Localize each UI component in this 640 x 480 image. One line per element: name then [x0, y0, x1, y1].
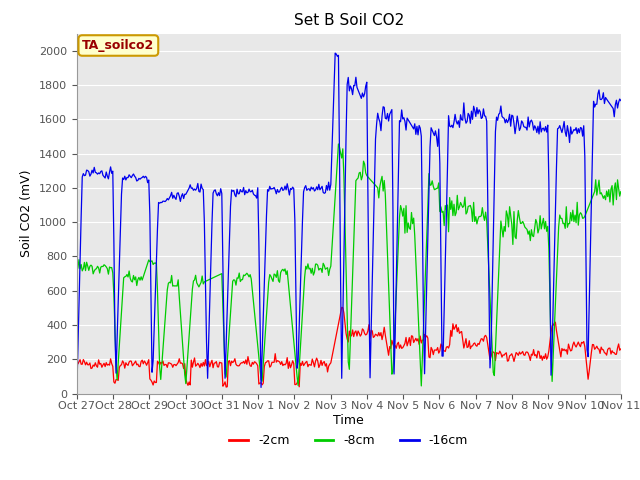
- -2cm: [399, 345, 406, 350]
- -16cm: [605, 99, 612, 105]
- -2cm: [521, 352, 529, 358]
- Line: -16cm: -16cm: [77, 53, 621, 394]
- -2cm: [338, 304, 346, 310]
- -8cm: [521, 224, 529, 230]
- -16cm: [332, 51, 340, 57]
- -8cm: [73, 267, 81, 273]
- -2cm: [617, 346, 625, 352]
- -2cm: [222, 384, 230, 390]
- -16cm: [617, 97, 625, 103]
- -2cm: [73, 360, 81, 365]
- Title: Set B Soil CO2: Set B Soil CO2: [294, 13, 404, 28]
- -16cm: [520, 124, 527, 130]
- X-axis label: Time: Time: [333, 414, 364, 427]
- -2cm: [336, 315, 344, 321]
- Text: TA_soilco2: TA_soilco2: [82, 39, 154, 52]
- -8cm: [335, 141, 342, 147]
- -16cm: [73, 391, 81, 396]
- -8cm: [606, 199, 614, 205]
- -2cm: [606, 345, 614, 351]
- -8cm: [417, 383, 425, 389]
- -8cm: [398, 207, 406, 213]
- Line: -2cm: -2cm: [77, 307, 621, 387]
- -8cm: [369, 179, 376, 185]
- Line: -8cm: -8cm: [77, 144, 621, 386]
- -8cm: [332, 194, 339, 200]
- Legend: -2cm, -8cm, -16cm: -2cm, -8cm, -16cm: [225, 429, 473, 452]
- -16cm: [369, 279, 376, 285]
- -8cm: [617, 189, 625, 194]
- -8cm: [336, 144, 344, 150]
- -2cm: [332, 332, 340, 338]
- -16cm: [398, 107, 406, 113]
- -16cm: [332, 50, 339, 56]
- Y-axis label: Soil CO2 (mV): Soil CO2 (mV): [20, 170, 33, 257]
- -2cm: [369, 335, 377, 340]
- -16cm: [336, 157, 344, 163]
